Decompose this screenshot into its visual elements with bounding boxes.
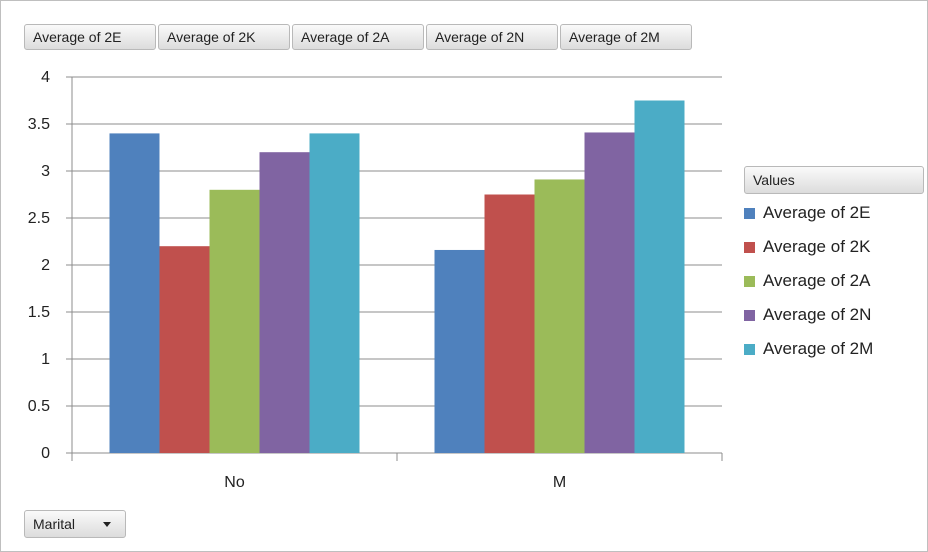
dropdown-arrow-icon <box>103 522 111 527</box>
y-tick-label: 1 <box>41 351 50 368</box>
bar <box>434 249 485 453</box>
bar <box>259 152 310 453</box>
field-button-2n[interactable]: Average of 2N <box>426 24 558 50</box>
bar <box>634 100 685 453</box>
field-button-2e[interactable]: Average of 2E <box>24 24 156 50</box>
field-button-2m[interactable]: Average of 2M <box>560 24 692 50</box>
y-tick-label: 3.5 <box>28 116 50 133</box>
legend-item: Average of 2N <box>744 300 924 330</box>
bar <box>534 179 585 453</box>
bar <box>309 133 360 453</box>
legend-swatch <box>744 241 755 253</box>
y-tick-label: 0.5 <box>28 398 50 415</box>
field-button-2k[interactable]: Average of 2K <box>158 24 290 50</box>
bar <box>209 189 260 454</box>
legend-swatch <box>744 309 755 321</box>
legend: Values Average of 2E Average of 2K Avera… <box>744 166 924 364</box>
bar <box>109 133 160 453</box>
legend-label: Average of 2K <box>763 237 871 256</box>
bar <box>584 132 635 453</box>
bar <box>484 194 535 453</box>
legend-swatch <box>744 207 755 219</box>
marital-filter-label: Marital <box>33 516 76 532</box>
x-category-label: M <box>553 474 566 491</box>
legend-item: Average of 2A <box>744 266 924 296</box>
x-category-label: No <box>224 474 245 491</box>
marital-filter-dropdown[interactable]: Marital <box>24 510 126 538</box>
y-tick-label: 2.5 <box>28 210 50 227</box>
y-tick-label: 3 <box>41 163 50 180</box>
legend-swatch <box>744 343 755 355</box>
y-tick-label: 0 <box>41 445 50 462</box>
bar <box>159 246 210 453</box>
legend-label: Average of 2M <box>763 339 874 358</box>
legend-item: Average of 2K <box>744 232 924 262</box>
legend-title-button[interactable]: Values <box>744 166 924 194</box>
y-tick-label: 1.5 <box>28 304 50 321</box>
legend-item: Average of 2M <box>744 334 924 364</box>
legend-swatch <box>744 275 755 287</box>
legend-label: Average of 2E <box>763 203 871 222</box>
legend-label: Average of 2A <box>763 271 871 290</box>
field-button-2a[interactable]: Average of 2A <box>292 24 424 50</box>
legend-item: Average of 2E <box>744 198 924 228</box>
legend-label: Average of 2N <box>763 305 872 324</box>
y-tick-label: 4 <box>41 69 50 86</box>
y-tick-label: 2 <box>41 257 50 274</box>
value-field-buttons: Average of 2E Average of 2K Average of 2… <box>24 24 692 50</box>
